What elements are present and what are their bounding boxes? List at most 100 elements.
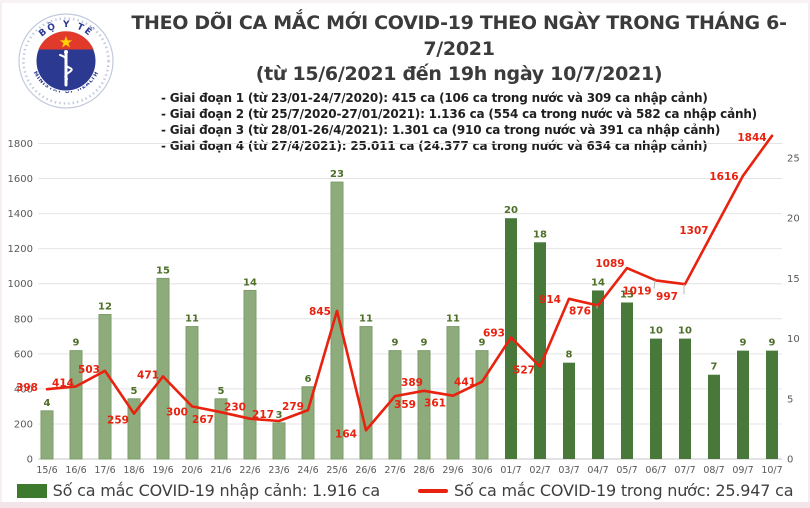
left-axis-tick-label: 200 [14,419,33,430]
x-axis-date-label: 19/6 [152,465,173,476]
chart-subtitle: (từ 15/6/2021 đến 19h ngày 10/7/2021) [255,63,663,85]
domestic-value-label: 471 [137,369,159,381]
bar [766,350,778,459]
domestic-line [45,134,774,432]
ministry-of-health-logo: BỘ Y TẾ MINISTRY OF HEALTH [16,8,116,114]
header: BỘ Y TẾ MINISTRY OF HEALTH THEO DÕI CA M… [0,6,810,154]
bar [708,374,720,459]
bar-value-label: 12 [98,302,112,313]
bar [301,386,315,460]
domestic-value-label: 845 [309,306,331,318]
left-axis-tick-label: 1800 [8,139,33,150]
ministry-of-health-emblem: BỘ Y TẾ MINISTRY OF HEALTH [18,13,114,109]
bar-value-label: 10 [678,326,692,337]
domestic-value-label: 414 [52,377,74,389]
bar-value-label: 11 [446,314,460,325]
x-axis-date-label: 26/6 [355,465,376,476]
domestic-line-swatch-icon [417,488,448,493]
bar-value-label: 23 [330,169,344,180]
rod-of-asclepius-icon [59,50,73,87]
x-axis-date-label: 25/6 [326,465,347,476]
left-axis-tick-label: 1600 [8,174,33,185]
x-axis-date-label: 05/7 [616,465,637,476]
left-axis-tick-label: 1000 [8,279,33,290]
legend-domestic-label: Số ca mắc COVID-19 trong nước: 25.947 ca [453,481,794,500]
bar-value-label: 14 [243,277,257,288]
domestic-value-label: 527 [513,365,535,377]
bar-value-label: 9 [740,338,747,349]
bar-value-label: 15 [156,265,170,276]
bar [417,350,431,460]
left-axis-tick-label: 1200 [8,244,33,255]
bar [737,350,749,459]
imported-bar-swatch-icon [16,483,47,498]
right-axis-tick-label: 10 [787,334,800,345]
x-axis-date-label: 15/6 [36,465,57,476]
bottom-edge-strip [0,502,810,508]
bar [127,398,141,460]
bar [679,338,691,459]
bar-value-label: 8 [566,350,573,361]
domestic-value-label: 1019 [622,285,651,297]
x-axis-date-label: 04/7 [587,465,608,476]
bar-value-label: 11 [185,314,199,325]
x-axis-date-label: 24/6 [297,465,318,476]
title-block: THEO DÕI CA MẮC MỚI COVID-19 THEO NGÀY T… [118,10,800,154]
chart-canvas: 0 200 400 600 800 1000 1200 1400 1600 1800 0 5 10 15 2… [8,132,800,476]
domestic-value-label: 1089 [595,258,624,270]
x-axis-date-label: 22/6 [239,465,260,476]
legend-imported-label: Số ca mắc COVID-19 nhập cảnh: 1.916 ca [52,481,380,500]
domestic-value-label: 1844 [737,132,766,144]
x-axis-date-label: 20/6 [181,465,202,476]
domestic-value-label: 398 [16,382,38,394]
x-axis-date-label: 01/7 [500,465,521,476]
x-axis-date-label: 08/7 [703,465,724,476]
bar-value-label: 10 [649,326,663,337]
bar-value-label: 7 [711,362,718,373]
bar [98,314,112,460]
x-axis-date-label: 06/7 [645,465,666,476]
domestic-value-label: 441 [454,377,476,389]
x-axis-date-label: 28/6 [413,465,434,476]
bar-value-label: 9 [73,338,80,349]
domestic-value-label: 914 [539,294,561,306]
bar [359,326,373,460]
domestic-value-label: 997 [656,291,678,303]
domestic-value-label: 1307 [679,225,708,237]
x-axis-date-label: 23/6 [268,465,289,476]
bar-value-label: 14 [591,277,605,288]
domestic-value-label: 361 [424,398,446,410]
bar-value-label: 6 [305,374,312,385]
bar-value-label: 9 [421,338,428,349]
x-axis-date-label: 07/7 [674,465,695,476]
stage-summary-line: - Giai đoạn 4 (từ 27/4/2021): 25.011 ca … [161,139,708,153]
bar-value-label: 3 [276,410,283,421]
right-axis-tick-label: 5 [787,394,793,405]
right-axis-tick-label: 20 [787,214,800,225]
chart-legend: Số ca mắc COVID-19 nhập cảnh: 1.916 ca S… [0,481,810,500]
bar [592,290,604,459]
label-leader [653,280,656,289]
left-axis-tick-label: 0 [27,455,33,466]
domestic-value-label: 230 [224,402,246,414]
bar-value-label: 20 [504,205,518,216]
domestic-value-label: 300 [166,406,188,418]
domestic-value-label: 1616 [709,171,738,183]
domestic-value-label: 217 [252,409,274,421]
left-axis-tick-label: 800 [14,314,33,325]
bar-value-label: 9 [479,338,486,349]
logo-star-icon [59,36,73,48]
bar [650,338,662,459]
bar [563,362,575,459]
x-axis-date-label: 18/6 [123,465,144,476]
left-axis-tick-label: 600 [14,349,33,360]
bar-value-label: 9 [769,338,776,349]
bar-value-label: 5 [131,386,138,397]
x-axis-date-label: 16/6 [65,465,86,476]
x-axis-date-label: 10/7 [761,465,782,476]
chart-title: THEO DÕI CA MẮC MỚI COVID-19 THEO NGÀY T… [131,12,787,60]
x-axis-date-label: 27/6 [384,465,405,476]
bar-value-label: 9 [392,338,399,349]
bar-value-label: 5 [218,386,225,397]
bar [69,350,83,460]
